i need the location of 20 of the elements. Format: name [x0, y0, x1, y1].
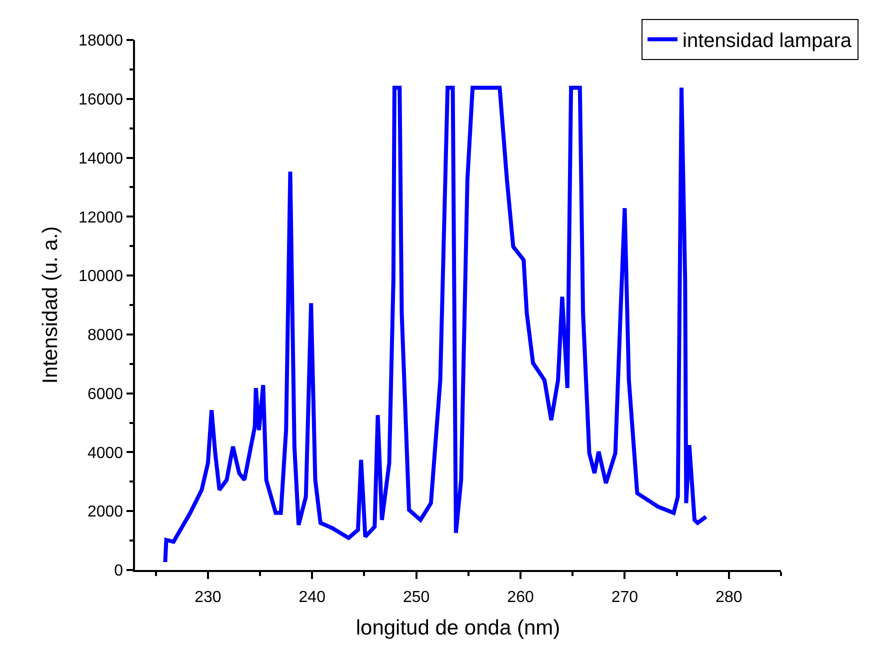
y-tick-label: 6000	[87, 386, 124, 403]
y-tick-label: 18000	[78, 32, 124, 50]
x-axis-title: longitud de onda (nm)	[356, 616, 560, 640]
y-tick-label: 4000	[87, 444, 124, 462]
x-tick-label: 270	[611, 588, 638, 606]
x-tick-label: 250	[402, 588, 430, 606]
x-tick-label: 260	[507, 588, 534, 606]
x-tick-label: 240	[298, 588, 326, 606]
y-axis-title: Intensidad (u. a.)	[39, 226, 62, 384]
y-tick-label: 10000	[78, 268, 124, 286]
y-tick-label: 14000	[78, 150, 124, 168]
y-tick-label: 12000	[78, 209, 124, 226]
x-tick-label: 230	[194, 588, 222, 606]
line-series	[163, 86, 708, 564]
y-tick-label: 2000	[87, 504, 124, 521]
y-tick-label: 8000	[87, 327, 124, 344]
x-tick-label: 280	[716, 588, 742, 606]
legend-label: intensidad lampara	[682, 30, 852, 52]
y-tick-label: 0	[114, 562, 124, 580]
y-tick-label: 16000	[78, 91, 124, 108]
